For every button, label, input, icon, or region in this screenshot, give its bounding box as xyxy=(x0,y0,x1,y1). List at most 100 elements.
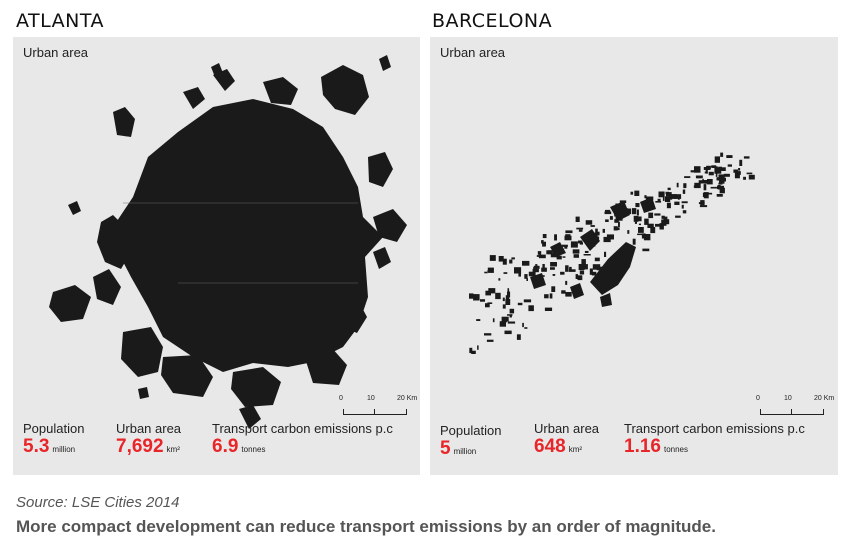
stat-unit: tonnes xyxy=(663,445,689,454)
urban-patch xyxy=(602,228,605,233)
urban-patch xyxy=(727,164,732,167)
urban-patch xyxy=(720,152,724,157)
urban-patch xyxy=(630,191,634,195)
urban-patch xyxy=(636,209,639,216)
urban-patch xyxy=(650,227,656,234)
stat-label: Urban area xyxy=(116,421,182,436)
urban-patch xyxy=(507,321,516,324)
urban-patch xyxy=(484,333,492,336)
caption: More compact development can reduce tran… xyxy=(16,517,716,536)
barcelona-stat-urban-area: Urban area 648 km² xyxy=(534,421,599,458)
urban-patch xyxy=(614,211,622,217)
urban-patch xyxy=(594,233,599,236)
urban-patch xyxy=(552,274,556,276)
stat-value: 1.16 xyxy=(624,436,661,457)
urban-patch xyxy=(516,334,521,340)
urban-patch xyxy=(648,212,654,219)
urban-patch xyxy=(591,232,598,237)
urban-patch xyxy=(532,269,539,273)
urban-patch xyxy=(487,267,494,273)
urban-patch xyxy=(574,286,577,290)
urban-patch xyxy=(542,234,547,239)
urban-patch xyxy=(675,215,681,218)
urban-patch xyxy=(554,234,557,241)
urban-patch xyxy=(575,274,578,279)
urban-patch xyxy=(518,270,521,277)
urban-patch xyxy=(509,308,515,314)
stat-label: Population xyxy=(23,421,85,436)
urban-patch xyxy=(498,256,504,262)
urban-patch xyxy=(550,262,557,267)
barcelona-scale-tick: 10 xyxy=(784,395,792,402)
urban-patch xyxy=(690,170,695,173)
urban-patch xyxy=(716,194,723,197)
urban-patch xyxy=(505,299,511,305)
urban-patch xyxy=(561,244,568,247)
urban-patch xyxy=(604,211,612,215)
urban-patch xyxy=(619,213,623,216)
urban-patch xyxy=(503,272,508,274)
urban-patch xyxy=(502,258,507,265)
barcelona-stat-emissions: Transport carbon emissions p.c 1.16 tonne… xyxy=(624,421,805,458)
urban-patch xyxy=(488,288,496,294)
urban-patch xyxy=(603,236,611,243)
urban-patch xyxy=(501,316,509,322)
urban-patch xyxy=(719,174,725,180)
urban-patch xyxy=(485,290,491,296)
urban-patch xyxy=(746,172,753,175)
urban-patch xyxy=(504,330,512,335)
urban-patch xyxy=(662,195,665,201)
urban-patch xyxy=(703,192,709,199)
urban-patch xyxy=(509,259,513,264)
atlanta-stat-emissions: Transport carbon emissions p.c 6.9 tonnes xyxy=(212,421,393,458)
urban-patch xyxy=(673,194,682,199)
urban-patch xyxy=(499,321,506,327)
urban-patch xyxy=(569,266,572,271)
urban-patch xyxy=(721,167,726,171)
urban-patch xyxy=(710,165,714,168)
urban-patch xyxy=(670,194,677,199)
stat-value: 5.3 xyxy=(23,436,50,457)
atlanta-scale-tick: 20 Km xyxy=(397,395,418,402)
urban-patch xyxy=(565,265,569,272)
urban-patch xyxy=(592,264,601,270)
urban-patch xyxy=(714,167,722,174)
urban-patch xyxy=(572,249,580,254)
urban-patch xyxy=(522,322,524,328)
urban-patch xyxy=(489,255,496,261)
urban-patch xyxy=(643,234,651,241)
urban-patch xyxy=(565,230,573,234)
urban-patch xyxy=(623,208,628,211)
stat-label: Population xyxy=(440,423,502,438)
urban-patch xyxy=(560,271,565,275)
urban-patch xyxy=(635,203,640,208)
urban-patch xyxy=(557,251,560,257)
stat-label: Transport carbon emissions p.c xyxy=(212,421,393,436)
urban-patch xyxy=(605,209,611,212)
urban-patch xyxy=(674,201,680,205)
stat-unit: million xyxy=(453,447,477,456)
urban-patch xyxy=(546,250,553,255)
urban-patch xyxy=(682,210,687,214)
urban-patch xyxy=(484,271,488,274)
urban-patch xyxy=(657,198,661,203)
urban-patch xyxy=(528,305,534,312)
urban-patch xyxy=(738,168,741,171)
urban-patch xyxy=(579,242,583,245)
urban-patch xyxy=(568,269,576,272)
urban-patch xyxy=(596,236,600,240)
urban-patch xyxy=(734,172,740,179)
stat-value: 7,692 xyxy=(116,436,164,457)
urban-patch xyxy=(637,216,642,222)
urban-patch xyxy=(524,274,528,279)
urban-patch xyxy=(617,227,620,231)
urban-patch xyxy=(576,227,584,230)
stat-value: 6.9 xyxy=(212,436,239,457)
urban-patch xyxy=(664,196,671,202)
urban-patch xyxy=(714,156,720,163)
atlanta-urban-shapes xyxy=(49,55,407,429)
urban-patch xyxy=(553,251,555,254)
stat-value: 5 xyxy=(440,438,451,459)
urban-patch xyxy=(502,297,505,302)
urban-patch xyxy=(634,190,640,196)
